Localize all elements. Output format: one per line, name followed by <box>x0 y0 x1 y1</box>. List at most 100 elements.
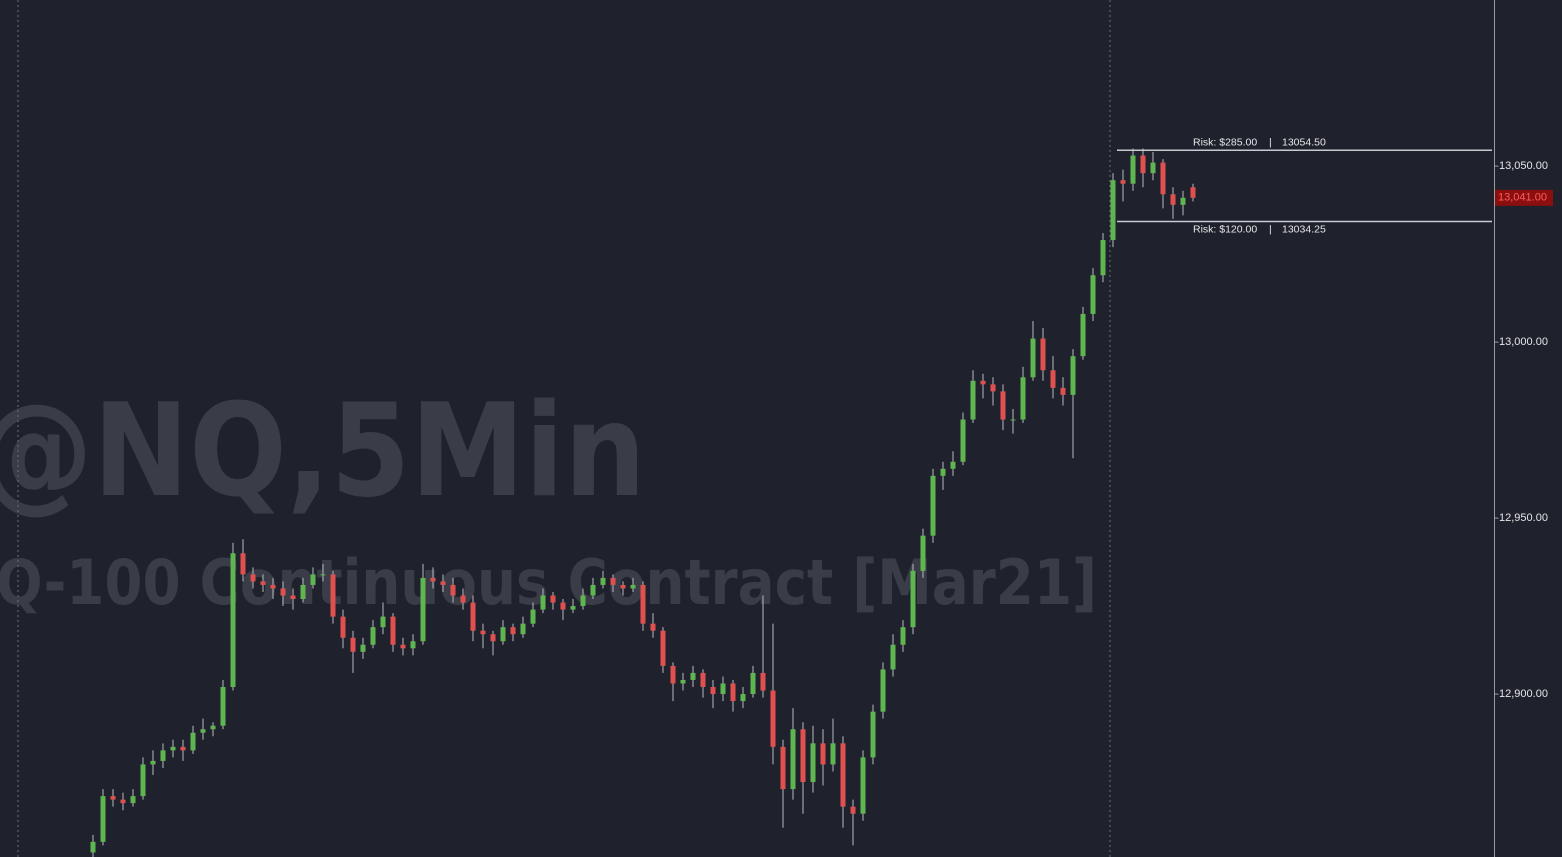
candle-body <box>790 729 796 790</box>
candle-body <box>540 595 546 610</box>
candle-body <box>490 634 496 642</box>
candle-body <box>410 641 416 649</box>
candle-body <box>640 584 646 624</box>
candle-body <box>1150 162 1156 174</box>
candle-body <box>480 630 486 635</box>
candle-body <box>1100 240 1106 276</box>
candle-body <box>350 637 356 652</box>
candle-body <box>690 672 696 680</box>
candle-body <box>1000 391 1006 420</box>
candle-body <box>470 602 476 631</box>
watermark-symbol: @NQ,5Min <box>0 377 646 526</box>
candle-body <box>700 672 706 688</box>
candle-body <box>730 683 736 702</box>
current-price-label: 13,041.00 <box>1498 192 1547 204</box>
candle-body <box>1120 180 1126 184</box>
candle-body <box>1070 356 1076 395</box>
candle-body <box>860 757 866 814</box>
y-tick-label: 13,000.00 <box>1499 336 1548 348</box>
candle-body <box>720 683 726 695</box>
candle-body <box>1190 187 1196 198</box>
candle-body <box>250 574 256 582</box>
candle-body <box>130 796 136 804</box>
candle-body <box>370 627 376 645</box>
candle-body <box>110 796 116 800</box>
candle-body <box>240 553 246 575</box>
candle-body <box>520 623 526 635</box>
candle-body <box>570 606 576 610</box>
candle-body <box>620 584 626 589</box>
candle-body <box>930 475 936 536</box>
candle-body <box>1010 419 1016 421</box>
candle-body <box>630 584 636 589</box>
candle-body <box>800 729 806 783</box>
watermark-description: Q-100 Continuous Contract [Mar21] <box>0 546 1097 619</box>
candle-body <box>150 760 156 765</box>
candle-body <box>1110 180 1116 241</box>
candle-body <box>1040 338 1046 371</box>
candle-body <box>400 644 406 649</box>
candle-body <box>660 630 666 666</box>
candle-body <box>990 384 996 392</box>
y-tick-label: 12,900.00 <box>1499 688 1548 700</box>
candle-body <box>280 588 286 596</box>
candle-body <box>530 609 536 624</box>
candle-body <box>500 627 506 642</box>
candle-body <box>1170 194 1176 205</box>
candle-body <box>1030 338 1036 378</box>
candle-body <box>900 627 906 645</box>
candle-body <box>90 841 96 853</box>
candle-body <box>820 743 826 765</box>
candle-body <box>180 746 186 751</box>
candle-body <box>170 746 176 751</box>
candle-body <box>230 553 236 688</box>
candle-body <box>970 380 976 420</box>
candle-body <box>1090 275 1096 314</box>
candle-body <box>1140 155 1146 174</box>
candle-body <box>160 750 166 761</box>
candle-body <box>300 584 306 600</box>
candle-body <box>550 595 556 603</box>
candle-body <box>850 806 856 814</box>
candle-body <box>220 687 226 726</box>
candle-body <box>1160 162 1166 195</box>
candle-body <box>960 419 966 462</box>
candle-body <box>580 595 586 607</box>
risk-price: 13054.50 <box>1282 136 1326 148</box>
candle-body <box>760 672 766 691</box>
candle-body <box>740 694 746 702</box>
candle-body <box>270 584 276 589</box>
y-tick-label: 12,950.00 <box>1499 512 1548 524</box>
candle-body <box>440 581 446 585</box>
candle-body <box>210 725 216 730</box>
candle-body <box>920 535 926 571</box>
candle-body <box>1020 377 1026 420</box>
candle-body <box>670 665 676 684</box>
candle-body <box>310 574 316 585</box>
candle-body <box>320 574 326 576</box>
y-tick-label: 13,050.00 <box>1499 160 1548 172</box>
candle-body <box>360 644 366 652</box>
candle-body <box>780 746 786 790</box>
candle-body <box>510 627 516 635</box>
candle-body <box>330 574 336 617</box>
candle-body <box>100 796 106 842</box>
candle-body <box>200 729 206 733</box>
current-price-marker <box>1495 189 1553 206</box>
candle-body <box>460 595 466 603</box>
risk-label: Risk: $120.00 <box>1193 224 1257 236</box>
candle-body <box>600 577 606 585</box>
candle-body <box>940 468 946 476</box>
risk-separator: | <box>1269 224 1272 236</box>
risk-separator: | <box>1269 136 1272 148</box>
candle-body <box>610 577 616 585</box>
candle-body <box>420 577 426 642</box>
candle-body <box>120 799 126 804</box>
candle-body <box>830 743 836 765</box>
candle-body <box>910 570 916 628</box>
candle-body <box>1180 197 1186 205</box>
candle-body <box>770 690 776 747</box>
candle-body <box>980 380 986 385</box>
